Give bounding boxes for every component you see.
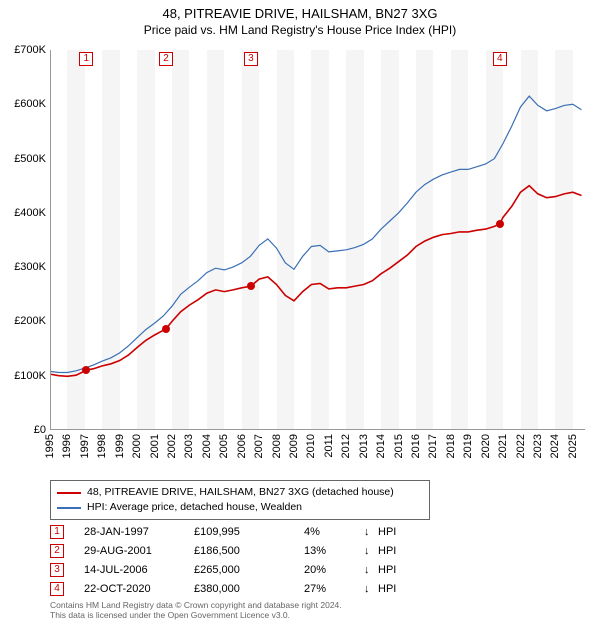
x-tick-label: 1999 [114,434,126,458]
x-tick-label: 2002 [166,434,178,458]
y-tick-label: £500K [0,153,50,165]
y-tick-label: £700K [0,44,50,56]
footer: Contains HM Land Registry data © Crown c… [50,600,342,620]
x-tick-label: 2006 [236,434,248,458]
legend-item: HPI: Average price, detached house, Weal… [57,500,423,515]
sale-date: 29-AUG-2001 [84,545,194,557]
sale-marker-dot [247,282,255,290]
x-tick-label: 2010 [305,434,317,458]
sale-pct: 20% [304,564,364,576]
sale-date: 28-JAN-1997 [84,526,194,538]
series-line [50,96,582,372]
x-tick-label: 2001 [149,434,161,458]
sale-row: 3 14-JUL-2006£265,00020%↓HPI [50,560,396,579]
sale-marker-label: 3 [244,52,258,66]
x-tick-label: 2005 [218,434,230,458]
x-tick-label: 2012 [340,434,352,458]
sale-row: 4 22-OCT-2020£380,00027%↓HPI [50,579,396,598]
sale-price: £265,000 [194,564,304,576]
sale-marker-label: 2 [159,52,173,66]
x-tick-label: 2025 [567,434,579,458]
series-line [50,186,582,377]
x-tick-label: 2000 [131,434,143,458]
sale-marker-dot [496,220,504,228]
sale-index-box: 1 [50,525,64,539]
x-tick-label: 2020 [480,434,492,458]
legend-item: 48, PITREAVIE DRIVE, HAILSHAM, BN27 3XG … [57,485,423,500]
line-chart-svg [50,50,585,430]
y-tick-label: £400K [0,207,50,219]
subtitle: Price paid vs. HM Land Registry's House … [0,23,600,37]
x-tick-label: 1996 [61,434,73,458]
x-tick-label: 2017 [427,434,439,458]
down-arrow-icon: ↓ [364,526,378,538]
x-tick-label: 1998 [96,434,108,458]
down-arrow-icon: ↓ [364,564,378,576]
sale-price: £109,995 [194,526,304,538]
plot-area: 1 2 3 4 [50,50,585,430]
x-tick-label: 2015 [393,434,405,458]
x-tick-label: 2011 [323,434,335,458]
x-tick-label: 2023 [532,434,544,458]
sale-marker-label: 1 [79,52,93,66]
y-axis-line [50,50,51,430]
x-tick-label: 1997 [79,434,91,458]
legend-label: 48, PITREAVIE DRIVE, HAILSHAM, BN27 3XG … [87,485,394,500]
x-tick-label: 2019 [462,434,474,458]
sale-row: 1 28-JAN-1997£109,9954%↓HPI [50,522,396,541]
x-tick-label: 2018 [445,434,457,458]
legend-swatch [57,492,81,494]
y-tick-label: £0 [0,424,50,436]
legend-label: HPI: Average price, detached house, Weal… [87,500,302,515]
sale-suffix: HPI [378,545,396,557]
x-tick-label: 2024 [549,434,561,458]
sale-row: 2 29-AUG-2001£186,50013%↓HPI [50,541,396,560]
x-tick-label: 2003 [183,434,195,458]
x-tick-label: 2009 [288,434,300,458]
x-tick-label: 2022 [515,434,527,458]
sales-table: 128-JAN-1997£109,9954%↓HPI229-AUG-2001£1… [50,522,396,598]
footer-line-1: Contains HM Land Registry data © Crown c… [50,600,342,610]
sale-marker-label: 4 [493,52,507,66]
x-axis-line [50,429,585,430]
sale-suffix: HPI [378,564,396,576]
x-tick-label: 2016 [410,434,422,458]
x-tick-label: 2014 [375,434,387,458]
sale-suffix: HPI [378,583,396,595]
chart-container: 48, PITREAVIE DRIVE, HAILSHAM, BN27 3XG … [0,0,600,620]
x-tick-label: 2007 [253,434,265,458]
sale-marker-dot [162,325,170,333]
legend: 48, PITREAVIE DRIVE, HAILSHAM, BN27 3XG … [50,480,430,520]
x-tick-label: 2021 [497,434,509,458]
x-tick-label: 2004 [201,434,213,458]
sale-pct: 27% [304,583,364,595]
sale-date: 22-OCT-2020 [84,583,194,595]
sale-price: £186,500 [194,545,304,557]
sale-index-box: 4 [50,582,64,596]
x-tick-label: 2013 [358,434,370,458]
y-tick-label: £300K [0,261,50,273]
y-tick-label: £200K [0,315,50,327]
sale-date: 14-JUL-2006 [84,564,194,576]
y-tick-label: £100K [0,370,50,382]
sale-pct: 13% [304,545,364,557]
legend-swatch [57,507,81,509]
down-arrow-icon: ↓ [364,545,378,557]
title: 48, PITREAVIE DRIVE, HAILSHAM, BN27 3XG [0,0,600,21]
footer-line-2: This data is licensed under the Open Gov… [50,610,342,620]
down-arrow-icon: ↓ [364,583,378,595]
x-tick-label: 2008 [271,434,283,458]
y-tick-label: £600K [0,98,50,110]
sale-pct: 4% [304,526,364,538]
sale-price: £380,000 [194,583,304,595]
sale-index-box: 2 [50,544,64,558]
sale-suffix: HPI [378,526,396,538]
sale-marker-dot [82,366,90,374]
x-tick-label: 1995 [44,434,56,458]
sale-index-box: 3 [50,563,64,577]
